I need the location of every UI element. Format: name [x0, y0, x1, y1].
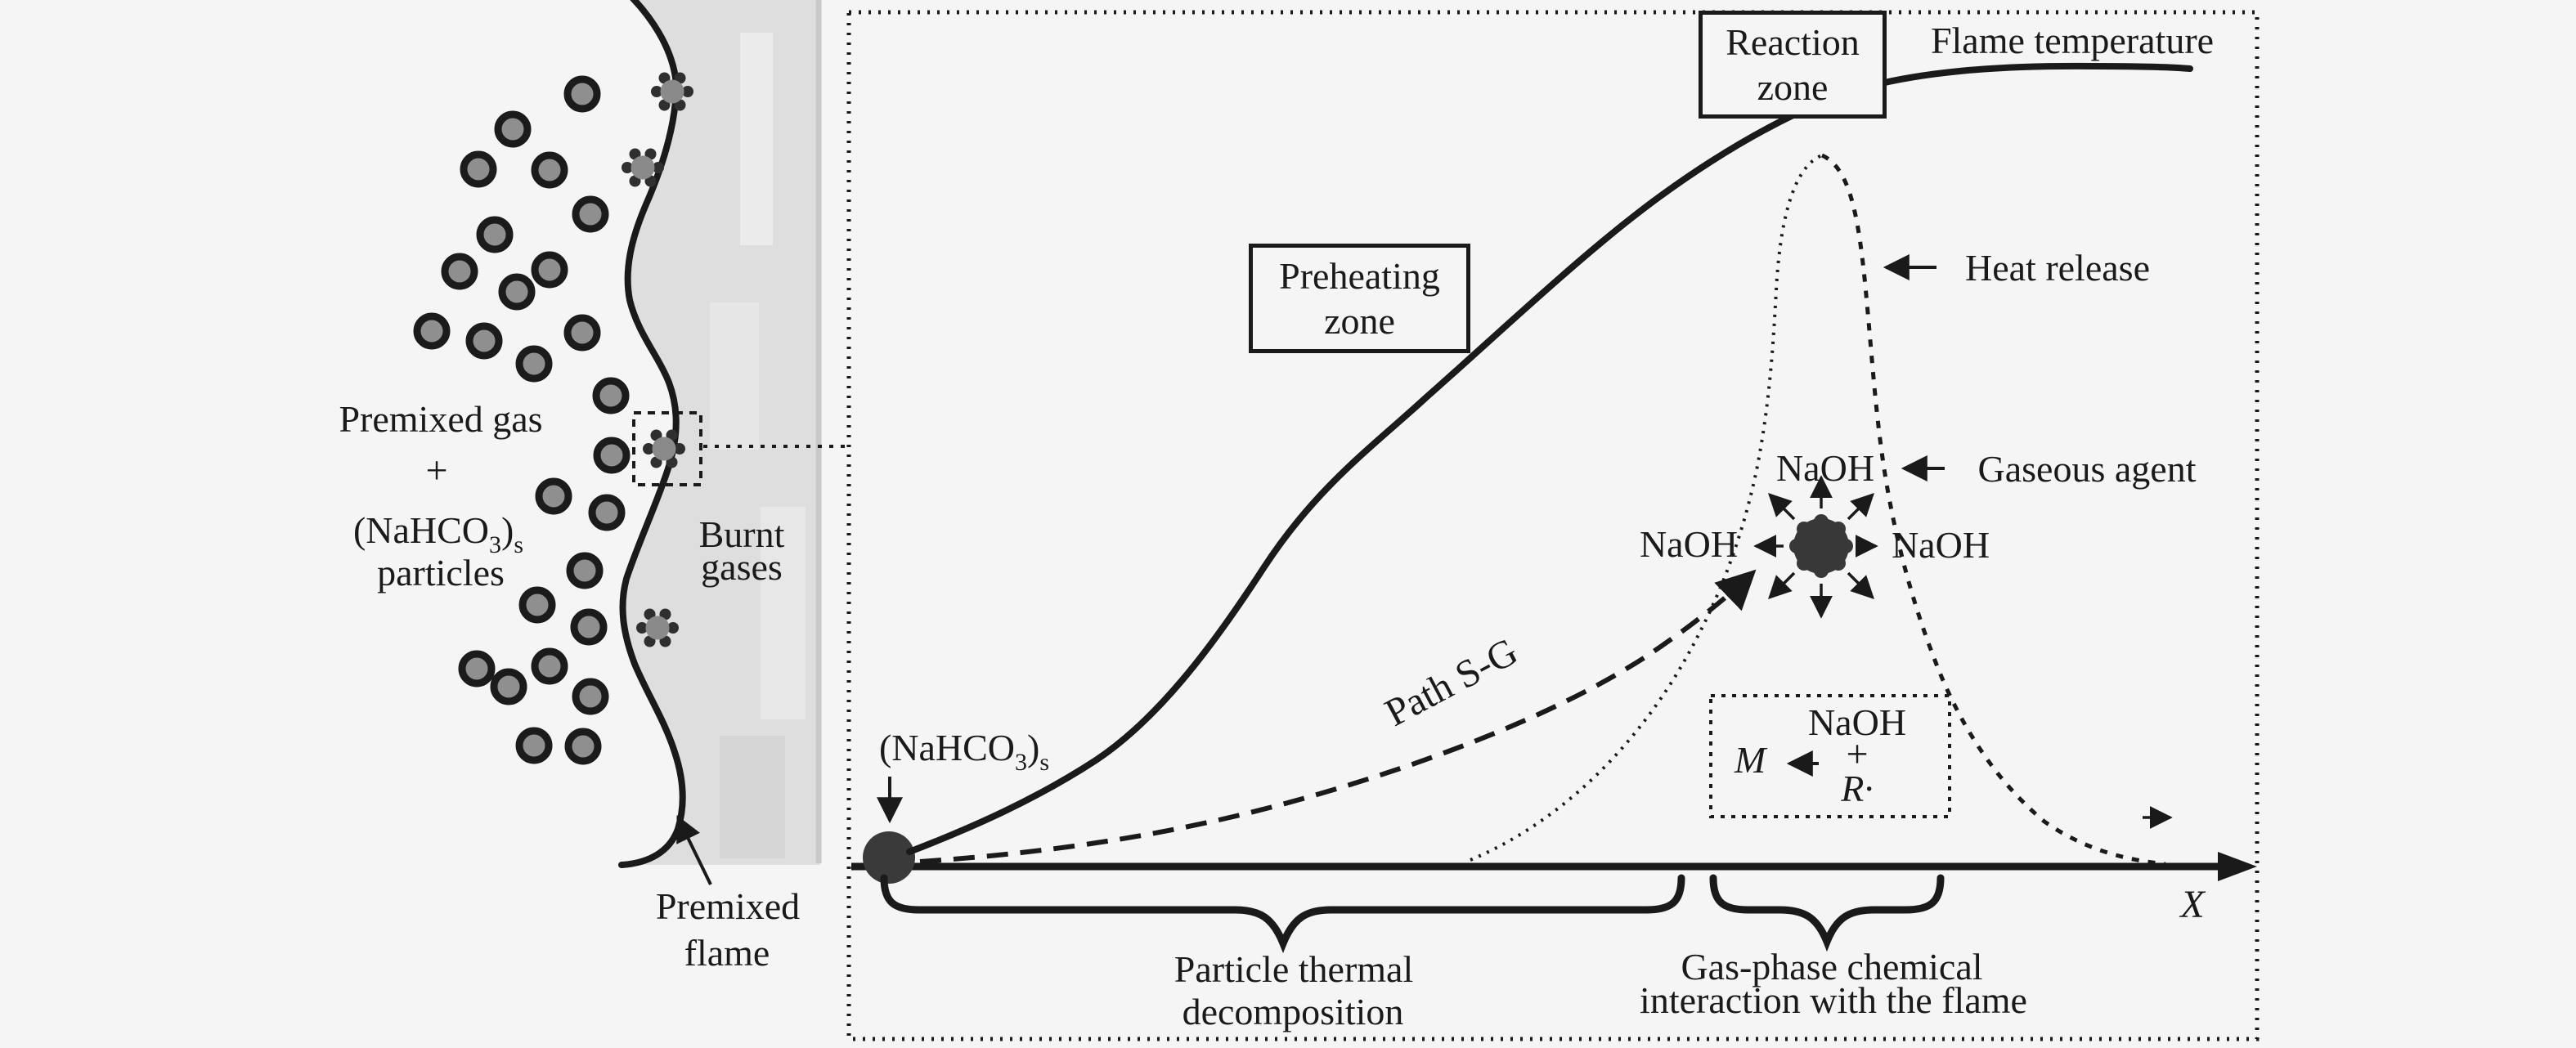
particle-decomposition-label-2: decomposition [1182, 991, 1404, 1032]
x-axis-arrowhead [2218, 852, 2257, 881]
temperature-curve [906, 62, 2193, 855]
premixed-flame-label-1: Premixed [655, 885, 801, 927]
formula-subs: s [514, 531, 524, 558]
scavenging-reaction-box [1709, 694, 1951, 818]
brace-particle-decomposition [880, 874, 1685, 953]
naoh-release-arrows [1753, 475, 1878, 619]
plus-label: + [425, 449, 448, 492]
third-body-m-label: M [1734, 739, 1766, 781]
gas-phase-label-1: Gas-phase chemical [1681, 946, 1983, 988]
brace-gas-phase [1709, 874, 1945, 952]
nahco3-formula-label: (NaHCO3)s [352, 509, 524, 558]
nahco3-formula-label-axis: (NaHCO3)s [879, 728, 1049, 776]
heat-release-curve-left [1470, 154, 1823, 862]
box-plus-label: + [1846, 732, 1869, 776]
gaseous-agent-label: Gaseous agent [1977, 448, 2197, 490]
flame-temperature-label: Flame temperature [1930, 20, 2215, 61]
premixed-gas-label: Premixed gas [339, 398, 543, 440]
burnt-gases-texture [710, 0, 822, 863]
box-radical-label: R· [1841, 768, 1874, 809]
preheating-zone-box: Preheating zone [1249, 244, 1470, 353]
box-naoh-label: NaOH [1807, 701, 1907, 743]
reaction-zone-label-1: Reaction [1726, 20, 1860, 63]
burnt-gases-label-1: Burnt [698, 513, 785, 555]
naoh-label-left: NaOH [1639, 523, 1739, 565]
formula-close: ) [1027, 727, 1040, 768]
formula-subs: s [1039, 749, 1050, 776]
burnt-gases-label-2: gases [701, 546, 783, 588]
x-axis-label: X [2180, 883, 2205, 926]
panel-border [846, 10, 2260, 1041]
particles-label: particles [377, 552, 505, 593]
naoh-label-right: NaOH [1891, 524, 1990, 566]
formula-sub3: 3 [1015, 749, 1028, 776]
preheating-zone-label-1: Preheating [1279, 254, 1440, 297]
heat-release-label: Heat release [1964, 247, 2151, 289]
solid-particle [863, 831, 915, 884]
highlight-box [632, 411, 702, 486]
formula-open: (NaHCO [352, 509, 490, 551]
formula-open: (NaHCO [878, 727, 1016, 768]
reaction-zone-box: Reaction zone [1699, 11, 1887, 119]
gaseous-agent-particle [1789, 514, 1853, 578]
premixed-flame-arrow [676, 815, 712, 885]
premixed-flame-label-2: flame [684, 932, 770, 974]
particle-decomposition-label-1: Particle thermal [1174, 948, 1414, 990]
gas-phase-label-2: interaction with the flame [1640, 979, 2027, 1021]
preheating-zone-label-2: zone [1324, 300, 1395, 342]
reaction-zone-label-2: zone [1757, 66, 1829, 108]
naoh-label-top: NaOH [1775, 447, 1875, 489]
formula-sub3: 3 [489, 531, 502, 558]
formula-close: ) [501, 509, 514, 551]
path-sg-line [919, 569, 1757, 864]
fuel-particles [413, 75, 631, 765]
heat-release-curve-right [1820, 153, 2166, 867]
